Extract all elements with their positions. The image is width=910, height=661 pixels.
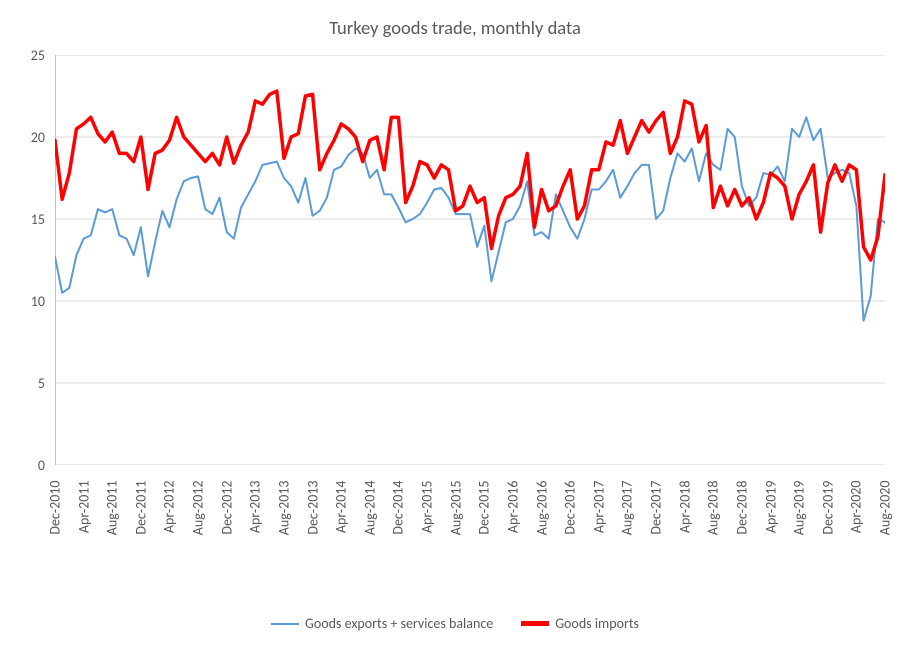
x-axis-label: Dec-2019 (819, 481, 836, 581)
x-axis-label: Apr-2014 (333, 481, 350, 581)
x-axis-label: Aug-2020 (877, 481, 894, 581)
x-axis-label: Aug-2016 (533, 481, 550, 581)
x-axis-label: Dec-2011 (132, 481, 149, 581)
x-axis-label: Dec-2013 (304, 481, 321, 581)
x-axis-label: Apr-2013 (247, 481, 264, 581)
x-axis-label: Dec-2010 (47, 481, 64, 581)
y-axis-label: 15 (0, 211, 45, 228)
x-axis-label: Aug-2014 (361, 481, 378, 581)
x-axis-label: Apr-2015 (419, 481, 436, 581)
y-axis-label: 0 (0, 457, 45, 474)
x-axis-label: Apr-2019 (762, 481, 779, 581)
x-axis-label: Apr-2011 (75, 481, 92, 581)
legend-item: Goods imports (521, 615, 639, 632)
legend-label: Goods exports + services balance (305, 615, 493, 632)
x-axis-label: Dec-2017 (648, 481, 665, 581)
x-axis-label: Apr-2017 (590, 481, 607, 581)
x-axis-label: Aug-2018 (705, 481, 722, 581)
x-axis-label: Apr-2020 (848, 481, 865, 581)
x-axis-label: Apr-2016 (504, 481, 521, 581)
chart-container: Turkey goods trade, monthly data Goods e… (0, 0, 910, 661)
y-axis-label: 25 (0, 47, 45, 64)
x-axis-label: Dec-2018 (733, 481, 750, 581)
x-axis-label: Dec-2015 (476, 481, 493, 581)
y-axis-label: 20 (0, 129, 45, 146)
x-axis-label: Dec-2016 (562, 481, 579, 581)
x-axis-label: Dec-2012 (218, 481, 235, 581)
x-axis-label: Apr-2018 (676, 481, 693, 581)
x-axis-label: Aug-2015 (447, 481, 464, 581)
series-line-1 (55, 91, 885, 260)
x-axis-label: Apr-2012 (161, 481, 178, 581)
legend-swatch (521, 621, 549, 626)
y-axis-label: 5 (0, 375, 45, 392)
x-axis-label: Aug-2013 (275, 481, 292, 581)
legend-swatch (271, 623, 299, 625)
legend-item: Goods exports + services balance (271, 615, 493, 632)
x-axis-label: Dec-2014 (390, 481, 407, 581)
chart-title: Turkey goods trade, monthly data (0, 16, 910, 39)
chart-legend: Goods exports + services balance Goods im… (0, 615, 910, 632)
x-axis-label: Aug-2012 (190, 481, 207, 581)
legend-label: Goods imports (555, 615, 639, 632)
x-axis-label: Aug-2019 (791, 481, 808, 581)
chart-plot-area (55, 55, 885, 465)
x-axis-label: Aug-2011 (104, 481, 121, 581)
y-axis-label: 10 (0, 293, 45, 310)
x-axis-label: Aug-2017 (619, 481, 636, 581)
